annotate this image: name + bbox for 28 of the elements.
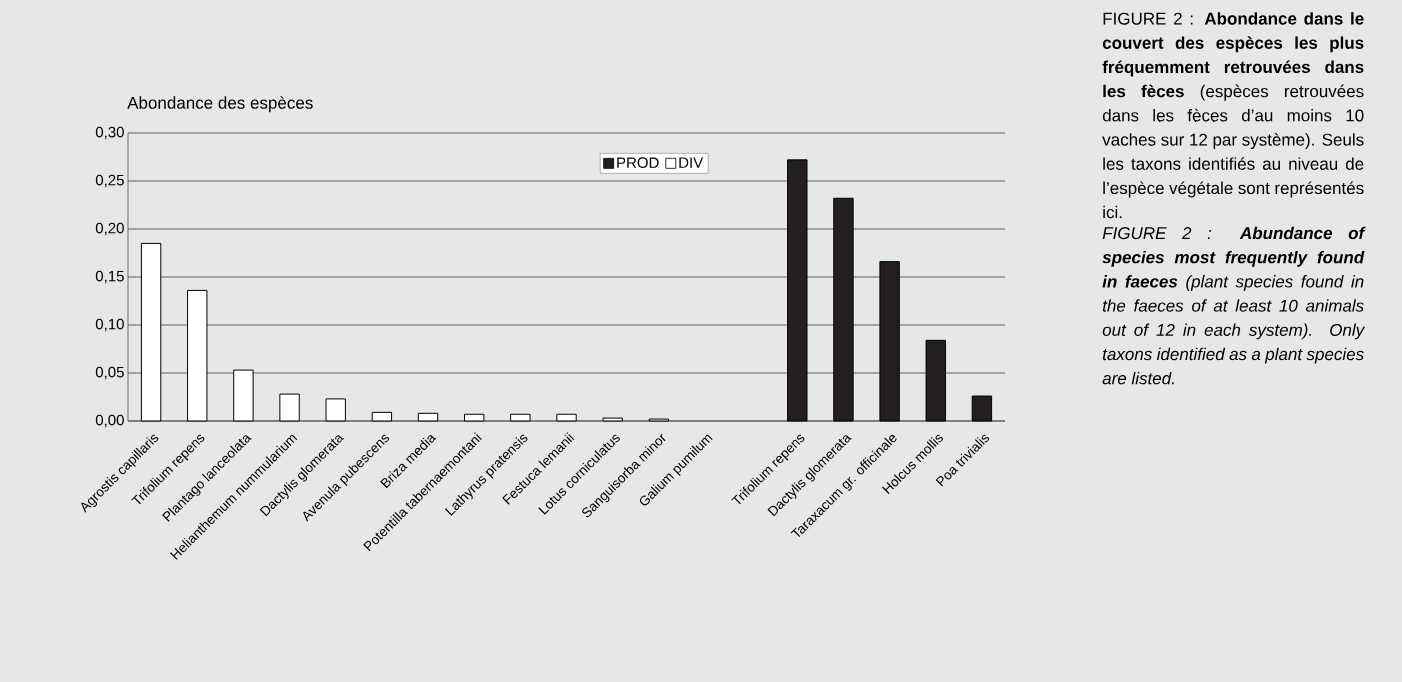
bar <box>417 412 439 422</box>
y-tick-label: 0,20 <box>95 222 124 236</box>
y-tick-label: 0,30 <box>95 126 124 140</box>
bar <box>140 242 162 422</box>
bar <box>787 159 808 422</box>
legend-label: DIV <box>679 157 704 168</box>
text: FIGURE 2 : Abundance of species most frequently found in faeces (plant species found in the faeces of at least 10 animals out of 12 in each system). Only taxons identified as a plant species are listed. <box>1102 226 1366 385</box>
bar <box>464 413 485 422</box>
bar <box>233 369 254 422</box>
y-tick-label: 0,15 <box>95 270 124 284</box>
bar <box>971 395 993 422</box>
bar <box>556 413 577 422</box>
bar <box>879 261 900 422</box>
text: FIGURE 2 : Abondance dans le couvert des espèces les plus fréquemment retrouvées dans les fèces (espèces retrouvées dans les fèces d’au moins 10 vaches sur 12 par système). Seuls les taxons identifiés au niveau de l’espèce végétale sont représentés ici. <box>1102 12 1364 219</box>
bar <box>925 339 946 422</box>
bar <box>510 413 531 422</box>
bar <box>371 411 393 422</box>
bar <box>325 398 346 422</box>
legend-label: PROD <box>617 157 659 168</box>
bar <box>602 417 623 422</box>
bar <box>833 197 854 422</box>
bar <box>279 393 300 422</box>
bar <box>187 289 208 422</box>
y-tick-label: 0,25 <box>95 174 124 188</box>
y-tick-label: 0,00 <box>95 414 124 428</box>
y-tick-label: 0,10 <box>95 318 124 332</box>
y-tick-label: 0,05 <box>95 366 124 380</box>
y-axis-title: Abondance des espèces <box>127 96 313 113</box>
